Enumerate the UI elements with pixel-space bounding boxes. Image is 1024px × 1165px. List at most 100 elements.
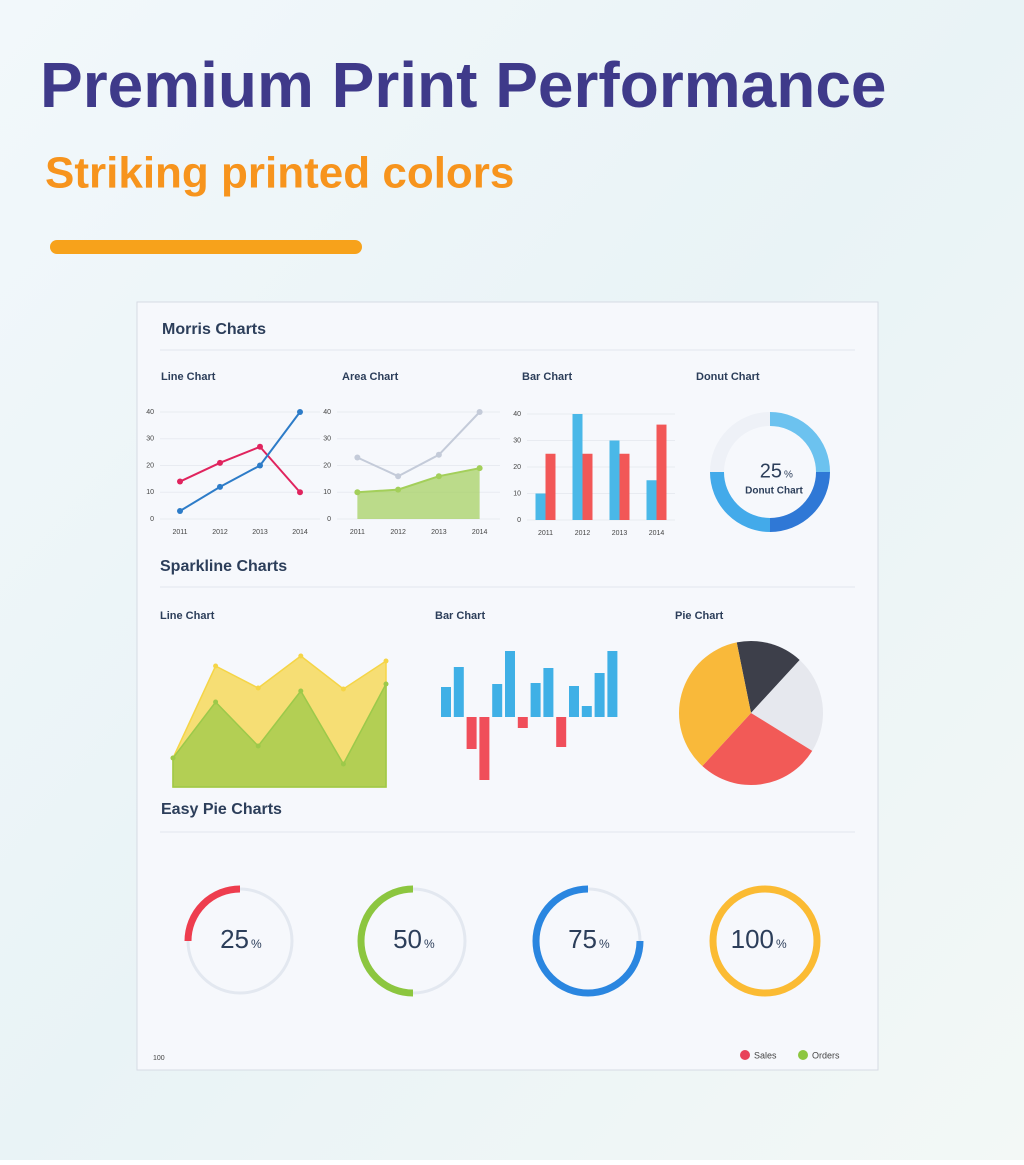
title: Premium Print Performance xyxy=(40,49,887,121)
point xyxy=(217,459,223,466)
bar xyxy=(466,717,477,749)
bar xyxy=(505,651,515,717)
point xyxy=(297,489,303,496)
line xyxy=(179,411,301,512)
point xyxy=(395,473,402,480)
y-tick-label: 0 xyxy=(517,517,521,524)
chart-title: Area Chart xyxy=(342,371,399,383)
bar xyxy=(545,453,556,520)
pie-slice xyxy=(736,641,800,713)
point xyxy=(257,443,263,450)
y-tick-label: 20 xyxy=(323,462,331,469)
point xyxy=(354,454,361,461)
legend-label: Orders xyxy=(812,1050,840,1060)
point xyxy=(476,409,483,415)
x-tick-label: 2014 xyxy=(292,529,308,536)
point xyxy=(383,658,389,664)
bar xyxy=(594,673,605,717)
line xyxy=(356,411,481,478)
bar xyxy=(492,684,503,717)
x-tick-label: 2013 xyxy=(612,530,628,537)
donut-unit: % xyxy=(784,470,793,481)
section-title: Sparkline Charts xyxy=(160,558,287,575)
bar xyxy=(656,424,667,520)
donut-segment xyxy=(710,471,771,532)
bar xyxy=(646,480,657,520)
bar xyxy=(619,453,630,520)
bar xyxy=(569,686,579,717)
bar xyxy=(453,667,464,717)
x-tick-label: 2012 xyxy=(575,530,591,537)
bar xyxy=(582,453,593,520)
point xyxy=(177,478,183,485)
point xyxy=(298,653,304,659)
corner-label: 100 xyxy=(153,1055,165,1062)
bar xyxy=(609,440,620,520)
point xyxy=(177,507,183,514)
chart-title: Bar Chart xyxy=(435,610,485,622)
pie-slice xyxy=(751,659,823,751)
gauge-unit: % xyxy=(599,937,610,951)
y-tick-label: 10 xyxy=(323,489,331,496)
bar xyxy=(556,717,567,747)
point xyxy=(340,761,346,767)
bar xyxy=(479,717,490,780)
x-tick-label: 2013 xyxy=(431,529,447,536)
y-tick-label: 0 xyxy=(150,516,154,523)
gauge-unit: % xyxy=(424,937,435,951)
bar xyxy=(572,414,583,520)
legend-label: Sales xyxy=(754,1050,777,1060)
point xyxy=(297,409,303,415)
bar xyxy=(530,683,541,717)
bar xyxy=(607,651,618,717)
y-tick-label: 10 xyxy=(146,489,154,496)
point xyxy=(255,685,261,691)
gauge-arc xyxy=(357,885,414,997)
line xyxy=(179,445,301,493)
point xyxy=(340,686,346,692)
point xyxy=(383,681,389,687)
point xyxy=(217,483,223,490)
section-title: Easy Pie Charts xyxy=(161,801,282,818)
point xyxy=(213,663,219,669)
y-tick-label: 40 xyxy=(323,409,331,416)
point xyxy=(257,462,263,469)
line xyxy=(357,467,480,494)
bar xyxy=(581,706,592,717)
y-tick-label: 20 xyxy=(513,464,521,471)
gauge-arc xyxy=(709,885,821,997)
gauge-value: 25 xyxy=(220,924,249,954)
x-tick-label: 2012 xyxy=(212,529,228,536)
point xyxy=(170,755,176,761)
area xyxy=(357,468,480,519)
chart-title: Donut Chart xyxy=(696,371,760,383)
legend-dot xyxy=(798,1050,808,1060)
y-tick-label: 0 xyxy=(327,516,331,523)
donut-segment xyxy=(769,471,830,532)
x-tick-label: 2014 xyxy=(472,529,488,536)
donut-segment xyxy=(769,412,830,473)
bar xyxy=(517,717,528,728)
chart-title: Line Chart xyxy=(161,371,216,383)
gauge-value: 100 xyxy=(731,924,774,954)
chart-title: Line Chart xyxy=(160,610,215,622)
point xyxy=(435,473,442,480)
y-tick-label: 10 xyxy=(513,490,521,497)
point xyxy=(298,688,304,694)
donut-segment xyxy=(710,412,771,473)
x-tick-label: 2011 xyxy=(350,529,365,536)
subtitle: Striking printed colors xyxy=(45,149,514,198)
y-tick-label: 30 xyxy=(323,436,331,443)
pie-slice xyxy=(679,642,751,767)
x-tick-label: 2014 xyxy=(649,530,665,537)
section-title: Morris Charts xyxy=(162,321,266,338)
x-tick-label: 2011 xyxy=(538,530,553,537)
legend-dot xyxy=(740,1050,750,1060)
donut-value: 25 xyxy=(760,460,782,482)
x-tick-label: 2013 xyxy=(252,529,268,536)
y-tick-label: 20 xyxy=(146,462,154,469)
point xyxy=(255,743,261,749)
gauge-unit: % xyxy=(776,937,787,951)
point xyxy=(213,699,219,705)
